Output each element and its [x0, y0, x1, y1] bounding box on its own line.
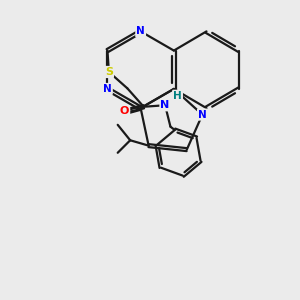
Text: N: N — [136, 26, 145, 36]
Text: H: H — [173, 91, 182, 101]
Text: O: O — [120, 108, 129, 118]
Text: S: S — [105, 67, 113, 77]
Text: N: N — [198, 110, 207, 120]
Text: N: N — [103, 84, 112, 94]
Text: O: O — [120, 106, 129, 116]
Text: N: N — [160, 100, 170, 110]
